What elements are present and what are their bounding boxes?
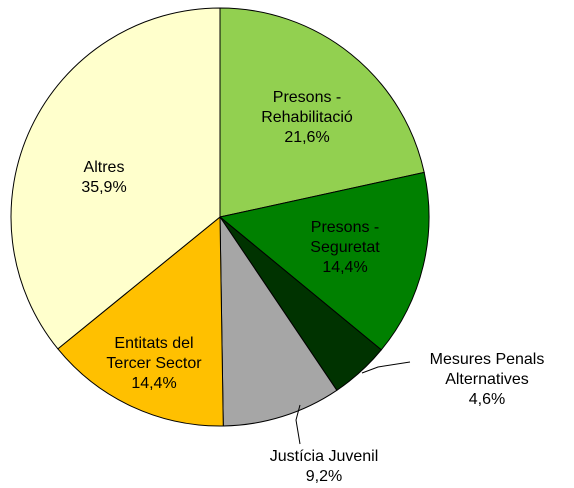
slice-label: Altres 35,9% [64,158,144,198]
category-label: Mesures Penals Alternatives [429,351,545,388]
value-label: 14,4% [322,259,368,276]
slice-label: Mesures Penals Alternatives 4,6% [407,350,567,410]
value-label: 35,9% [81,179,127,196]
pie-slice [10,7,221,350]
value-label: 9,2% [305,468,343,485]
value-label: 4,6% [468,391,506,408]
pie-slice [218,171,430,351]
category-label: Presons - Seguretat [310,219,380,256]
value-label: 21,6% [284,129,330,146]
pie-slice [57,215,224,427]
slice-label: Justícia Juvenil 9,2% [244,447,404,487]
leader-line [295,404,301,445]
leader-line [361,361,411,374]
slice-label: Presons - Rehabilitació 21,6% [242,88,372,148]
category-label: Justícia Juvenil [269,448,379,465]
pie-slice [219,7,425,218]
category-label: Presons - Rehabilitació [261,89,353,126]
slice-label: Entitats del Tercer Sector 14,4% [94,334,214,394]
slice-label: Presons - Seguretat 14,4% [300,218,390,278]
category-label: Altres [83,159,125,176]
value-label: 14,4% [131,375,177,392]
pie-slice [219,215,338,427]
category-label: Entitats del Tercer Sector [106,335,202,372]
